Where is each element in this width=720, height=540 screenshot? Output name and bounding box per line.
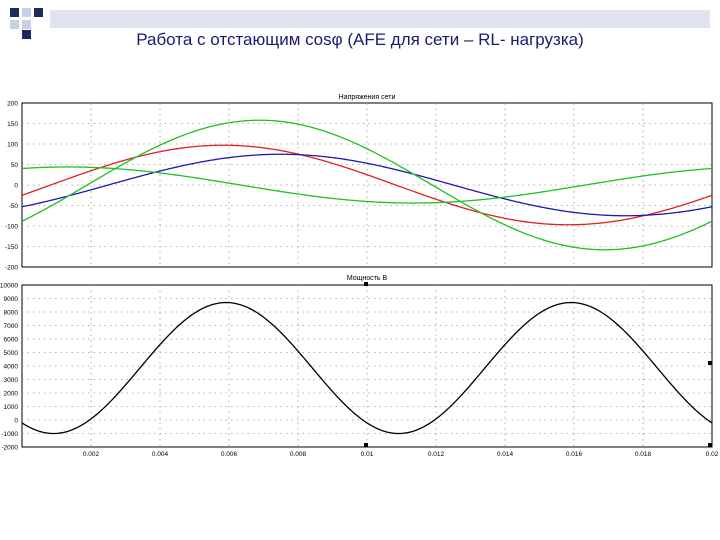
power-x-tick-label: 0.02 (706, 451, 719, 458)
deco-header-bar (50, 10, 710, 28)
voltage-y-tick-label: 0 (14, 183, 18, 190)
deco-square-light (22, 8, 31, 17)
voltage-y-tick-label: -150 (5, 244, 18, 251)
deco-square-dark (34, 8, 43, 17)
power-series-line-0 (21, 301, 713, 435)
voltage-y-ticks: 200 150 100 50 0 -50 -100 -150 -200 (5, 101, 18, 272)
voltage-y-tick-label: 100 (7, 142, 18, 149)
power-chart-title: Мощность В (347, 275, 388, 282)
chart-figure: 200 150 100 50 0 -50 -100 -150 -200 Напряжения с… (0, 94, 719, 458)
voltage-panel: 200 150 100 50 0 -50 -100 -150 -200 Напряжения с… (5, 94, 713, 272)
power-x-tick-label: 0.018 (635, 451, 652, 458)
deco-square-dark (22, 30, 31, 39)
voltage-y-tick-label: 200 (7, 101, 18, 108)
slide-title: Работа с отстающим cosφ (AFE для сети – … (136, 30, 584, 49)
power-y-tick-label: 0 (14, 418, 18, 425)
voltage-series-line-1 (21, 153, 713, 217)
power-x-tick-label: 0.01 (361, 451, 374, 458)
power-y-tick-label: 5000 (4, 350, 19, 357)
power-y-tick-label: 7000 (4, 323, 19, 330)
marker-square (364, 443, 368, 447)
marker-square (708, 443, 712, 447)
power-y-tick-label: 8000 (4, 310, 19, 317)
voltage-y-tick-label: 150 (7, 121, 18, 128)
power-x-tick-label: 0.016 (566, 451, 583, 458)
power-y-tick-label: 2000 (4, 391, 19, 398)
deco-square-light (22, 20, 31, 29)
voltage-chart-title: Напряжения сети (339, 94, 396, 101)
power-x-tick-label: 0.006 (221, 451, 238, 458)
power-y-tick-label: 10000 (0, 283, 18, 290)
voltage-plot-area (21, 102, 713, 268)
power-y-tick-label: -2000 (1, 445, 18, 452)
power-y-ticks: 1000090008000700060005000400030002000100… (0, 283, 18, 452)
marker-square (364, 282, 368, 286)
voltage-y-tick-label: 50 (11, 162, 19, 169)
voltage-y-tick-label: -50 (9, 203, 19, 210)
deco-square-light (10, 20, 19, 29)
power-y-tick-label: 1000 (4, 404, 19, 411)
power-y-tick-label: 9000 (4, 296, 19, 303)
power-x-tick-label: 0.004 (152, 451, 169, 458)
power-y-tick-label: 3000 (4, 377, 19, 384)
voltage-y-tick-label: -200 (5, 265, 18, 272)
power-x-tick-label: 0.012 (428, 451, 445, 458)
deco-square-dark (10, 8, 19, 17)
power-series (21, 301, 713, 435)
power-plot-area (21, 284, 713, 448)
power-x-ticks: 0.002 0.004 0.006 0.008 0.01 0.012 0.014 0.016 0… (83, 451, 719, 458)
power-x-tick-label: 0.002 (83, 451, 100, 458)
power-y-tick-label: 4000 (4, 364, 19, 371)
power-y-tick-label: -1000 (1, 431, 18, 438)
voltage-series (21, 119, 713, 251)
voltage-y-tick-label: -100 (5, 224, 18, 231)
voltage-series-line-2 (21, 119, 713, 251)
voltage-series-line-3 (21, 166, 713, 204)
power-y-tick-label: 6000 (4, 337, 19, 344)
power-panel: 1000090008000700060005000400030002000100… (0, 275, 719, 458)
marker-square (708, 361, 712, 365)
power-x-tick-label: 0.014 (497, 451, 514, 458)
power-x-tick-label: 0.008 (290, 451, 307, 458)
